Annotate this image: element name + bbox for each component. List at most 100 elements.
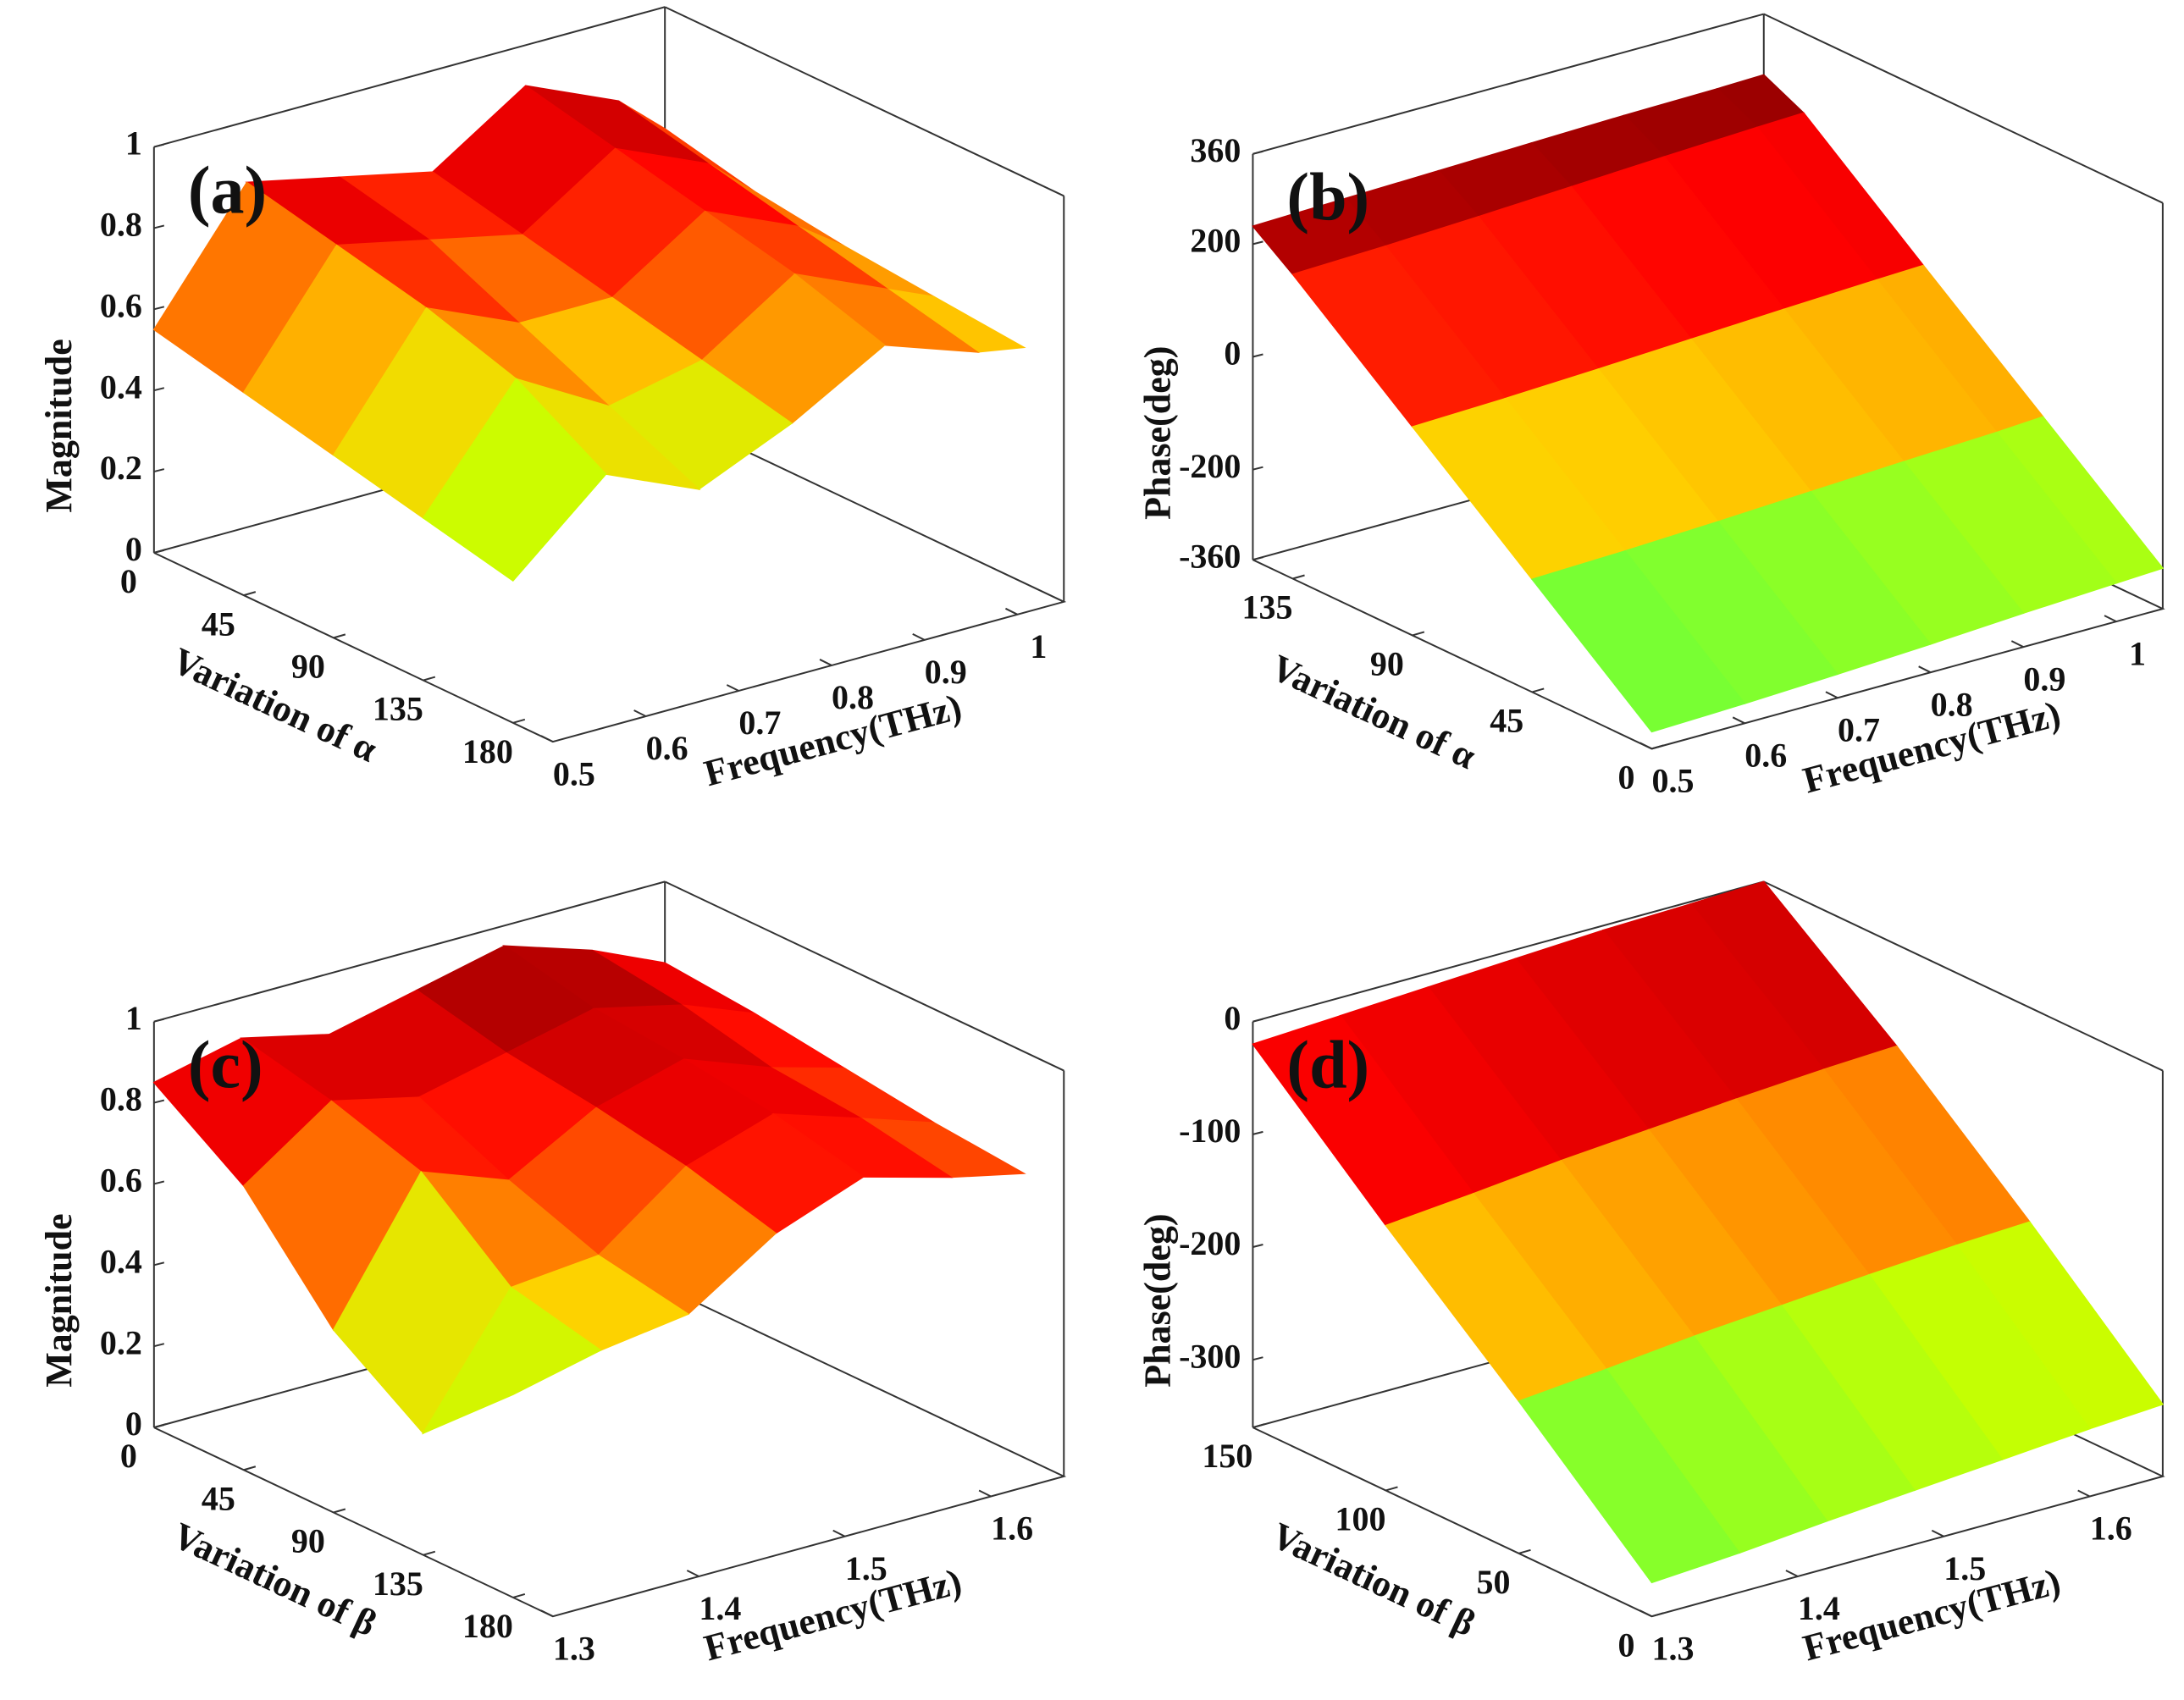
y-tick [423, 676, 436, 682]
x-tick-label: 0.8 [832, 678, 874, 716]
y-tick-label: 0 [120, 562, 137, 600]
x-tick-label: 0.9 [925, 653, 967, 691]
y-tick [1412, 631, 1425, 637]
x-tick-label: 0.7 [738, 704, 781, 742]
panel: 0 -100 -200 -300 150 100 50 0 1.3 1.4 1.5 1.6 Phase(… [1137, 880, 2165, 1669]
x-tick-label: 1 [1030, 627, 1047, 665]
z-tick [153, 1099, 165, 1104]
z-tick-label: 0.6 [100, 1162, 142, 1200]
y-tick-label: 135 [1242, 588, 1293, 626]
z-tick-label: -100 [1179, 1112, 1241, 1150]
z-tick [153, 468, 165, 473]
x-tick [1732, 716, 1745, 725]
z-tick [1252, 353, 1263, 358]
surface-patch [1518, 1368, 1741, 1584]
z-tick-label: 0.4 [100, 1242, 142, 1280]
y-tick-label: 180 [462, 732, 513, 770]
x-tick [1931, 1529, 1944, 1537]
y-tick [512, 718, 526, 724]
x-tick [1825, 691, 1838, 699]
y-tick-label: 90 [291, 648, 325, 686]
panel-label: (a) [188, 153, 267, 228]
x-tick-label: 0.5 [553, 754, 595, 792]
panel-label: (d) [1286, 1028, 1369, 1102]
x-tick [2077, 1489, 2091, 1498]
x-tick-label: 0.5 [1652, 762, 1695, 800]
y-tick [1292, 574, 1305, 580]
z-tick [1252, 1130, 1263, 1135]
z-axis-title: Phase(deg) [1137, 1213, 1179, 1387]
y-tick-label: 0 [120, 1437, 137, 1475]
surface-patch [1530, 550, 1746, 733]
y-tick-label: 0 [1618, 759, 1635, 797]
y-tick-label: 50 [1477, 1563, 1511, 1601]
panel: 0 0.2 0.4 0.6 0.8 1 0 45 90 135 180 0.5 0.6 0.7 0.8 0.9… [38, 6, 1067, 794]
x-tick-label: 1.3 [553, 1629, 595, 1667]
x-tick-label: 0.8 [1931, 685, 1973, 723]
x-tick [1918, 665, 1932, 674]
z-tick-label: 360 [1190, 131, 1241, 169]
x-tick-label: 0.9 [2023, 660, 2065, 698]
x-tick [1639, 742, 1652, 750]
z-axis-title: Magnitude [38, 1213, 80, 1387]
z-tick [153, 224, 165, 229]
z-tick [1252, 556, 1263, 561]
y-tick [423, 1550, 436, 1556]
z-tick [153, 1018, 165, 1023]
z-tick [153, 1180, 165, 1185]
z-tick [153, 143, 165, 148]
z-tick [1252, 150, 1263, 155]
x-tick [726, 684, 739, 692]
y-axis-title: Variation of β [167, 1515, 383, 1645]
x-tick-label: 1.6 [2090, 1510, 2132, 1548]
z-tick [153, 387, 165, 392]
x-tick [912, 632, 926, 641]
z-tick-label: -300 [1179, 1337, 1241, 1375]
z-tick-label: 1 [125, 124, 142, 163]
z-axis-title: Magnitude [38, 339, 80, 512]
x-tick-label: 0.6 [646, 729, 688, 767]
box-edge [1763, 880, 2164, 1072]
box-edge [153, 6, 666, 148]
z-tick-label: -200 [1179, 447, 1241, 485]
x-tick-label: 1.3 [1652, 1629, 1695, 1667]
y-tick [153, 548, 167, 554]
box-edge [1252, 880, 1765, 1023]
y-tick-label: 180 [462, 1607, 513, 1645]
panel-label: (b) [1286, 161, 1369, 235]
y-tick [1651, 744, 1664, 750]
y-tick-label: 90 [291, 1522, 325, 1560]
box-edge [664, 880, 1064, 1072]
z-tick-label: 1 [125, 999, 142, 1037]
box-edge [664, 6, 1064, 197]
z-tick [153, 306, 165, 311]
panel: -360 -200 0 200 360 135 90 45 0 0.5 0.6 0.7 0.8 0.9 1 P… [1137, 13, 2165, 801]
x-tick [832, 1529, 846, 1537]
y-tick [1518, 1548, 1531, 1554]
x-tick-label: 1.4 [699, 1589, 741, 1627]
y-tick [1385, 1486, 1398, 1492]
z-tick-label: 0 [1224, 334, 1241, 373]
z-tick-label: -200 [1179, 1224, 1241, 1262]
x-tick [2104, 615, 2117, 622]
y-axis-title: Variation of α [166, 639, 384, 770]
y-tick-label: 100 [1335, 1500, 1385, 1538]
y-tick-label: 45 [1490, 702, 1523, 740]
y-tick-label: 45 [202, 1479, 235, 1517]
z-tick-label: 200 [1190, 222, 1241, 260]
x-tick [1785, 1570, 1799, 1577]
y-tick-label: 135 [373, 1565, 423, 1603]
box-edge [153, 880, 666, 1023]
z-axis-title: Phase(deg) [1137, 346, 1179, 520]
y-tick-label: 0 [1618, 1625, 1635, 1664]
x-tick [1004, 607, 1018, 615]
z-tick [1252, 1356, 1263, 1361]
x-tick-label: 1.4 [1798, 1589, 1840, 1627]
z-tick-label: 0.8 [100, 206, 142, 244]
x-tick [1639, 1609, 1652, 1618]
y-tick-label: 45 [202, 604, 235, 643]
x-tick-label: 1.5 [1943, 1549, 1986, 1587]
x-tick-label: 1.5 [845, 1549, 887, 1587]
z-tick-label: 0.8 [100, 1080, 142, 1118]
